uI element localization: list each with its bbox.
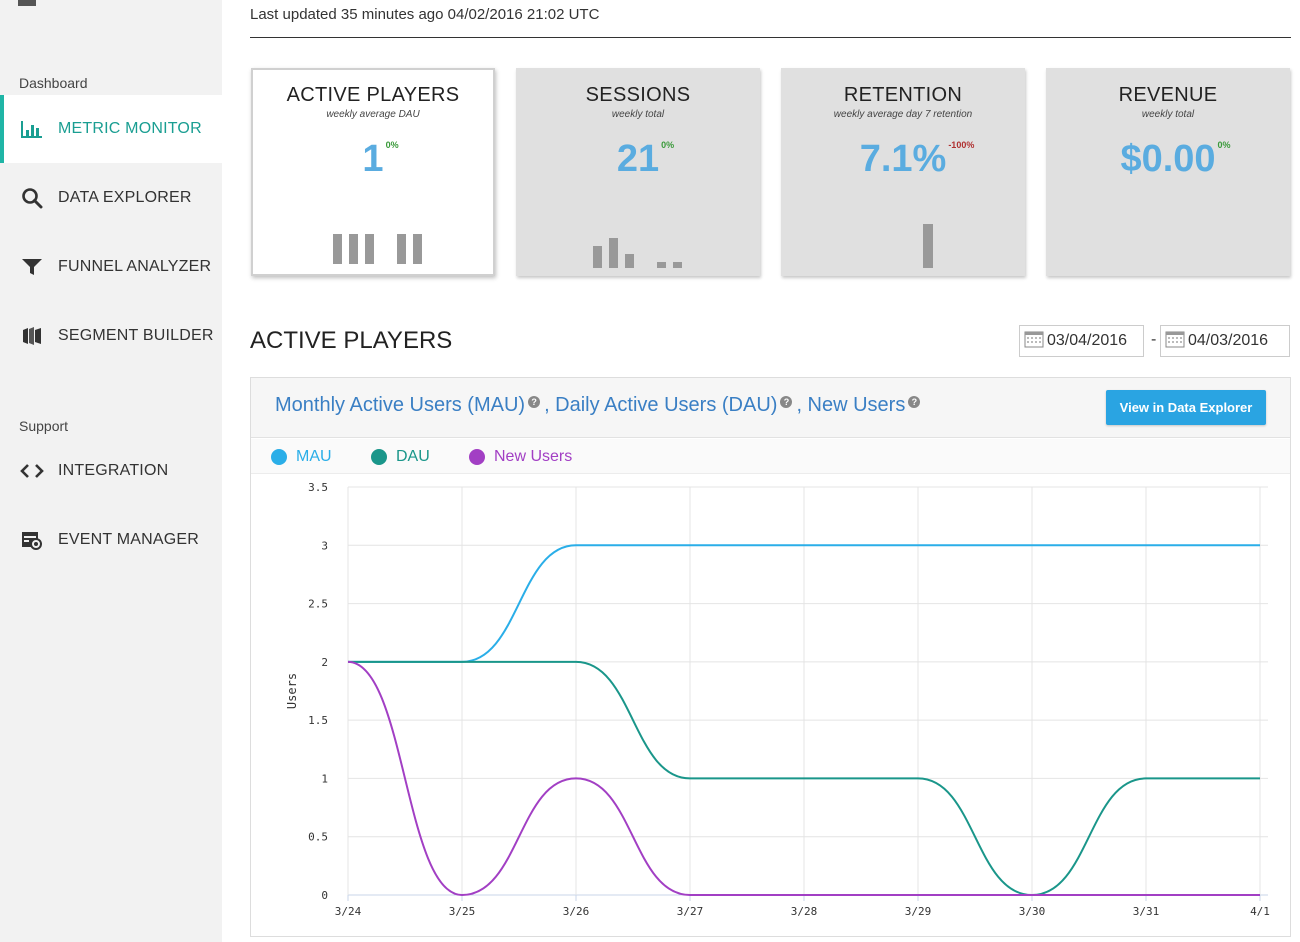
x-tick-label: 3/26 — [563, 905, 590, 918]
series-line-dau[interactable] — [347, 660, 1260, 897]
calendar-icon — [1024, 330, 1044, 353]
y-tick-label: 3 — [321, 539, 328, 552]
legend-label: DAU — [396, 448, 430, 465]
sidebar-item-label: METRIC MONITOR — [58, 120, 202, 137]
header-divider — [250, 37, 1291, 38]
sidebar-item-metric-monitor[interactable]: METRIC MONITOR — [0, 95, 222, 163]
y-tick-label: 2.5 — [308, 598, 328, 611]
sidebar-item-label: FUNNEL ANALYZER — [58, 258, 212, 275]
metric-card-active-players[interactable]: ACTIVE PLAYERS weekly average DAU 1 0% — [251, 68, 495, 276]
view-in-data-explorer-button[interactable]: View in Data Explorer — [1106, 390, 1266, 425]
x-tick-label: 3/25 — [449, 905, 476, 918]
search-icon — [20, 186, 44, 210]
card-value: 7.1% — [859, 138, 947, 180]
help-icon[interactable]: ? — [528, 396, 541, 408]
sidebar: Dashboard METRIC MONITOR DATA EXPLORER F… — [0, 0, 222, 942]
metric-card-retention[interactable]: RETENTION weekly average day 7 retention… — [781, 68, 1025, 276]
legend-item-mau[interactable]: MAU — [271, 448, 332, 466]
date-separator: - — [1151, 331, 1157, 348]
section-title: ACTIVE PLAYERS — [250, 327, 453, 354]
series-line-mau[interactable] — [347, 544, 1260, 663]
date-to-picker[interactable]: 04/03/2016 — [1160, 325, 1290, 357]
y-tick-label: 3.5 — [308, 481, 328, 494]
sparkline-chart — [923, 224, 933, 268]
x-tick-label: 3/29 — [905, 905, 932, 918]
help-icon[interactable]: ? — [780, 396, 793, 408]
sparkline-chart — [333, 234, 422, 264]
legend-dot — [371, 449, 387, 465]
card-change: 0% — [661, 140, 675, 150]
series-line-new-users[interactable] — [347, 660, 1260, 897]
sidebar-item-data-explorer[interactable]: DATA EXPLORER — [0, 164, 222, 232]
card-change: -100% — [948, 140, 975, 150]
sidebar-item-segment-builder[interactable]: SEGMENT BUILDER — [0, 302, 222, 370]
x-tick-label: 4/1 — [1250, 905, 1270, 918]
chart-title-dau: , Daily Active Users (DAU) — [544, 394, 778, 416]
card-subtitle: weekly average day 7 retention — [833, 109, 973, 120]
chart-panel: Monthly Active Users (MAU)?, Daily Activ… — [250, 377, 1291, 937]
sidebar-item-label: SEGMENT BUILDER — [58, 327, 214, 344]
last-updated-text: Last updated 35 minutes ago 04/02/2016 2… — [250, 6, 600, 23]
funnel-icon — [20, 255, 44, 279]
legend-dot — [271, 449, 287, 465]
x-tick-label: 3/28 — [791, 905, 818, 918]
bar-chart-icon — [20, 117, 44, 141]
legend-dot — [469, 449, 485, 465]
y-tick-label: 0 — [321, 889, 328, 902]
legend-item-new-users[interactable]: New Users — [469, 448, 572, 466]
legend-item-dau[interactable]: DAU — [371, 448, 430, 466]
date-to-value: 04/03/2016 — [1188, 332, 1269, 349]
card-subtitle: weekly total — [1141, 109, 1195, 120]
sidebar-item-label: DATA EXPLORER — [58, 189, 192, 206]
line-chart: 0 0.5 1 1.5 2 2.5 3 3.5 3/24 3/25 3/26 3/27 3/28 3/29… — [285, 481, 1270, 918]
sidebar-item-event-manager[interactable]: EVENT MANAGER — [0, 506, 222, 574]
card-title: SESSIONS — [585, 84, 691, 106]
sparkline-chart — [593, 238, 682, 268]
chart-title-new-users: , New Users — [796, 394, 906, 416]
metric-card-revenue[interactable]: REVENUE weekly total $0.00 0% — [1046, 68, 1290, 276]
calendar-icon — [1165, 330, 1185, 353]
sidebar-item-funnel-analyzer[interactable]: FUNNEL ANALYZER — [0, 233, 222, 301]
y-tick-label: 2 — [321, 656, 328, 669]
sidebar-section-dashboard: Dashboard — [19, 75, 88, 91]
date-from-picker[interactable]: 03/04/2016 — [1019, 325, 1144, 357]
sidebar-item-label: EVENT MANAGER — [58, 531, 199, 548]
card-value: $0.00 — [1120, 138, 1216, 180]
card-value: 21 — [616, 138, 660, 180]
x-tick-label: 3/24 — [335, 905, 362, 918]
card-change: 0% — [385, 140, 399, 150]
y-tick-label: 1.5 — [308, 714, 328, 727]
chart-title: Monthly Active Users (MAU)?, Daily Activ… — [275, 394, 924, 417]
sidebar-item-label: INTEGRATION — [58, 462, 169, 479]
help-icon[interactable]: ? — [908, 396, 921, 408]
x-tick-label: 3/31 — [1133, 905, 1160, 918]
sidebar-item-integration[interactable]: INTEGRATION — [0, 437, 222, 505]
legend-label: MAU — [296, 448, 332, 465]
sidebar-section-support: Support — [19, 418, 69, 434]
event-manager-icon — [20, 528, 44, 552]
card-change: 0% — [1217, 140, 1231, 150]
y-axis-title: Users — [285, 673, 299, 709]
legend-label: New Users — [494, 448, 573, 465]
menu-icon[interactable] — [18, 0, 36, 6]
metric-card-sessions[interactable]: SESSIONS weekly total 21 0% — [516, 68, 760, 276]
chart-title-mau: Monthly Active Users (MAU) — [275, 394, 526, 416]
x-tick-label: 3/27 — [677, 905, 704, 918]
segments-icon — [20, 324, 44, 348]
card-subtitle: weekly total — [611, 109, 665, 120]
card-title: RETENTION — [843, 84, 963, 106]
y-tick-label: 1 — [321, 772, 328, 785]
chart-legend: MAU DAU New Users — [251, 439, 1290, 474]
card-subtitle: weekly average DAU — [326, 109, 420, 120]
chart-header: Monthly Active Users (MAU)?, Daily Activ… — [251, 378, 1290, 438]
card-title: ACTIVE PLAYERS — [286, 84, 460, 106]
card-value: 1 — [362, 138, 384, 180]
card-title: REVENUE — [1118, 84, 1218, 106]
code-icon — [20, 459, 44, 483]
x-tick-label: 3/30 — [1019, 905, 1046, 918]
y-tick-label: 0.5 — [308, 831, 328, 844]
date-from-value: 03/04/2016 — [1047, 332, 1128, 349]
